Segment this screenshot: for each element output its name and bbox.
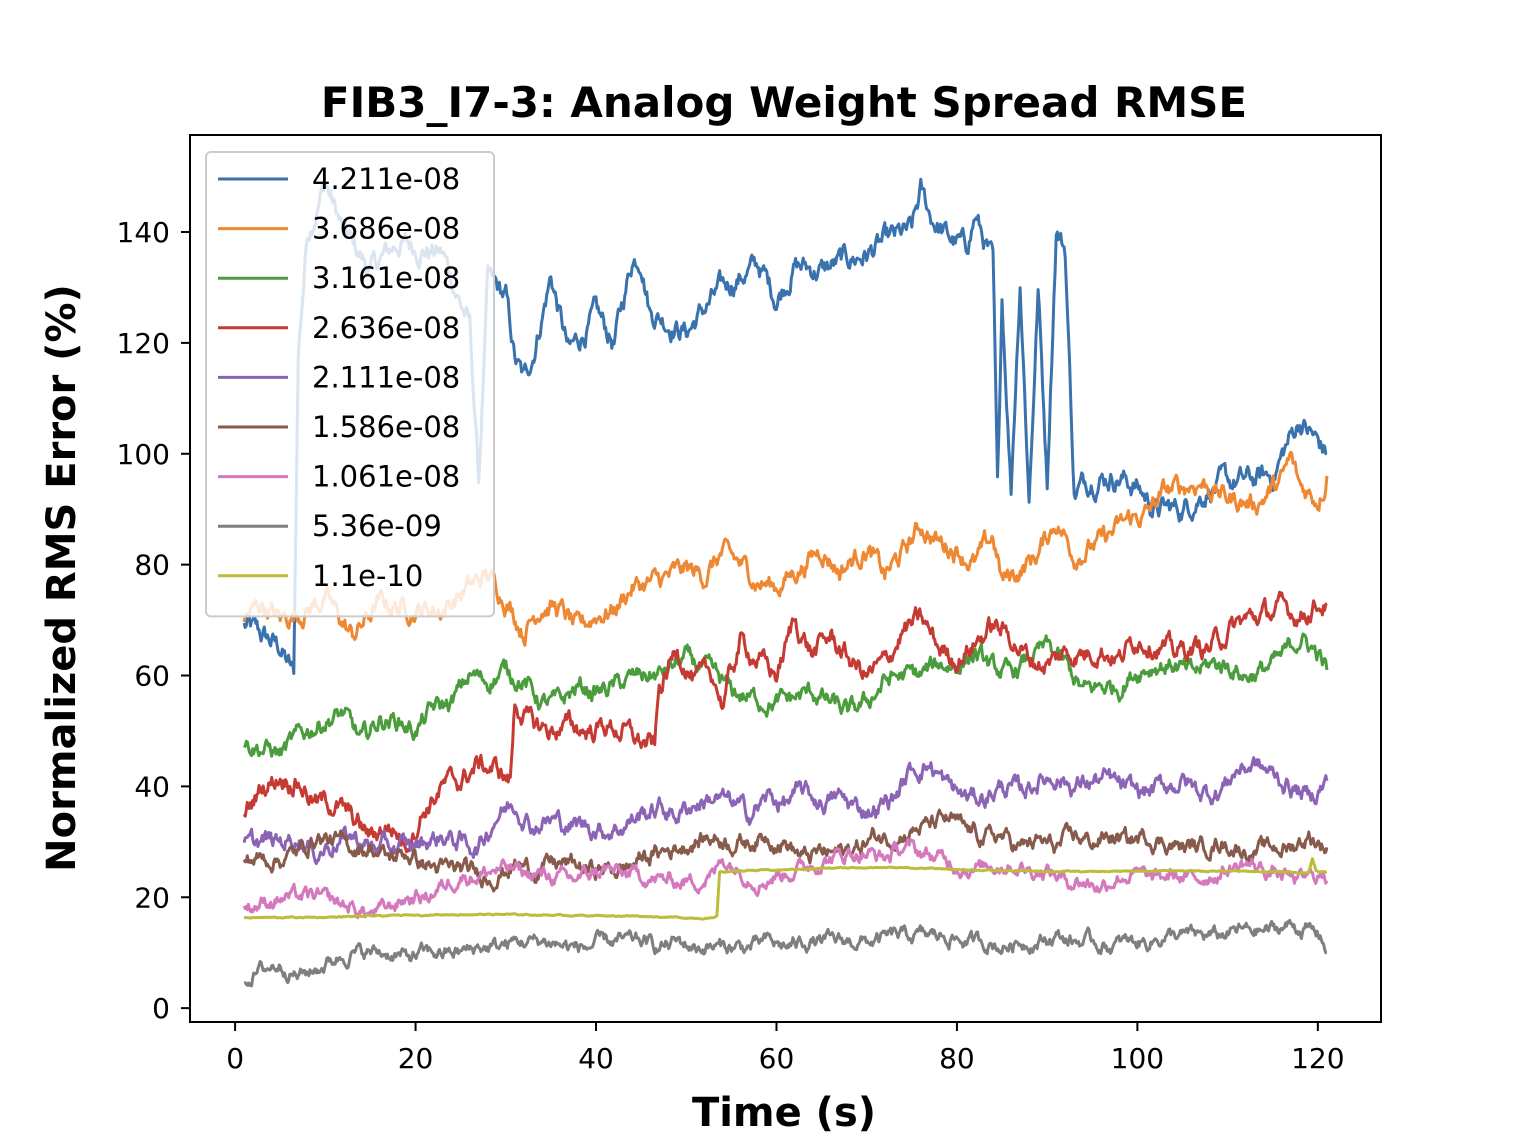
legend-box <box>205 151 495 618</box>
series-line-5 <box>242 808 1329 893</box>
y-tick-label: 100 <box>117 438 170 471</box>
x-tick-label: 40 <box>578 1042 614 1075</box>
x-tick-label: 120 <box>1291 1042 1344 1075</box>
x-tick-label: 60 <box>759 1042 795 1075</box>
y-tick-label: 60 <box>134 660 170 693</box>
y-axis-ticks: 0 20 40 60 80 100 120 140 <box>117 216 190 1025</box>
legend-label: 4.211e-08 <box>312 162 460 196</box>
series-line-7 <box>243 918 1328 988</box>
chart-title: FIB3_I7-3: Analog Weight Spread RMSE <box>321 78 1247 127</box>
x-tick-label: 20 <box>398 1042 434 1075</box>
legend-label: 1.586e-08 <box>312 410 460 444</box>
x-tick-label: 0 <box>226 1042 244 1075</box>
y-tick-label: 0 <box>152 992 170 1025</box>
y-axis-label: Normalized RMS Error (%) <box>39 284 85 872</box>
y-tick-label: 80 <box>134 549 170 582</box>
x-tick-label: 80 <box>939 1042 975 1075</box>
y-tick-label: 140 <box>117 216 170 249</box>
legend-label: 2.636e-08 <box>312 311 460 345</box>
x-tick-label: 100 <box>1111 1042 1164 1075</box>
legend-label: 1.1e-10 <box>312 559 423 593</box>
y-tick-label: 20 <box>134 881 170 914</box>
legend: 4.211e-08 3.686e-08 3.161e-08 2.636e-08 2.11… <box>205 151 495 618</box>
x-axis-ticks: 0 20 40 60 80 100 120 <box>226 1022 1345 1075</box>
series-line-2 <box>242 632 1329 758</box>
legend-label: 1.061e-08 <box>312 460 460 494</box>
y-tick-label: 40 <box>134 770 170 803</box>
legend-label: 3.686e-08 <box>312 212 460 246</box>
series-line-4 <box>242 756 1329 866</box>
axes-frame <box>189 134 1382 1023</box>
y-tick-label: 120 <box>117 327 170 360</box>
legend-label: 2.111e-08 <box>312 360 460 394</box>
series-line-6 <box>242 837 1329 920</box>
legend-label: 3.161e-08 <box>312 261 460 295</box>
x-axis-label: Time (s) <box>692 1090 876 1136</box>
series-line-8 <box>243 857 1328 921</box>
series-line-3 <box>242 590 1328 854</box>
legend-label: 5.36e-09 <box>312 509 442 543</box>
